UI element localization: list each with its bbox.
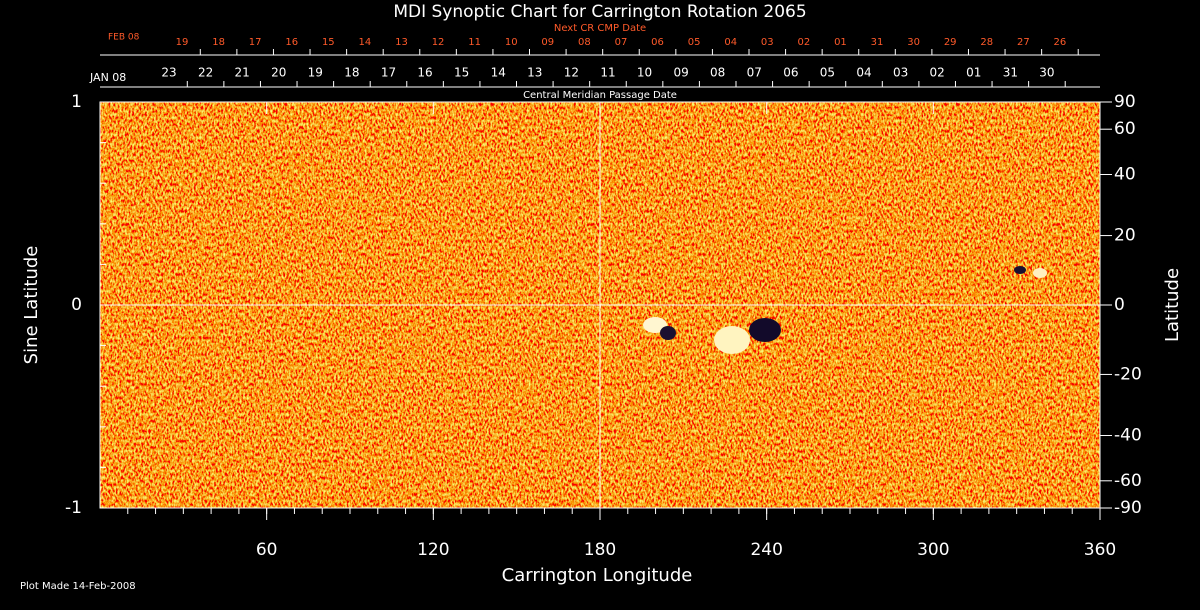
y2-tick-label: 90 <box>1114 92 1136 112</box>
active-region <box>643 317 667 333</box>
date-label: 15 <box>322 37 335 48</box>
y-axis-label: Sine Latitude <box>21 246 42 365</box>
date-label: 18 <box>212 37 225 48</box>
date-label: 04 <box>856 66 871 80</box>
y-tick-label: -1 <box>65 498 82 518</box>
y2-tick-label: 40 <box>1114 165 1136 185</box>
date-label: 27 <box>1017 37 1030 48</box>
date-label: 03 <box>893 66 908 80</box>
date-label: 19 <box>176 37 189 48</box>
date-label: 05 <box>688 37 701 48</box>
x-axis-label: Carrington Longitude <box>502 565 693 586</box>
y2-tick-label: 60 <box>1114 119 1136 139</box>
date-label: 15 <box>454 66 469 80</box>
y2-tick-label: -40 <box>1114 425 1142 445</box>
date-label: 16 <box>285 37 298 48</box>
active-region <box>1014 266 1026 274</box>
y2-tick-label: -20 <box>1114 364 1142 384</box>
date-label: 31 <box>871 37 884 48</box>
date-label: 02 <box>797 37 810 48</box>
footer-note: Plot Made 14-Feb-2008 <box>20 581 136 592</box>
chart-title: MDI Synoptic Chart for Carrington Rotati… <box>393 2 806 22</box>
y2-tick-label: -60 <box>1114 471 1142 491</box>
date-label: 06 <box>651 37 664 48</box>
date-label: 16 <box>417 66 432 80</box>
date-label: 08 <box>578 37 591 48</box>
x-tick-label: 180 <box>584 540 616 560</box>
date-label: 12 <box>564 66 579 80</box>
date-label: 08 <box>710 66 725 80</box>
date-label: 13 <box>527 66 542 80</box>
date-axis-label: Central Meridian Passage Date <box>523 90 677 101</box>
y-tick-label: 0 <box>71 295 82 315</box>
active-region <box>714 326 750 354</box>
y2-tick-label: 0 <box>1114 295 1125 315</box>
y-tick-label: 1 <box>71 92 82 112</box>
date-label: 06 <box>783 66 798 80</box>
date-label: 23 <box>161 66 176 80</box>
date-label: 04 <box>724 37 737 48</box>
date-label: 21 <box>235 66 250 80</box>
active-region <box>749 318 781 342</box>
date-label: 11 <box>600 66 615 80</box>
date-label: 03 <box>761 37 774 48</box>
date-label: 20 <box>271 66 286 80</box>
y2-tick-label: -90 <box>1114 498 1142 518</box>
date-label: 01 <box>966 66 981 80</box>
date-label: 26 <box>1054 37 1067 48</box>
date-axis-label: Next CR CMP Date <box>554 23 646 34</box>
date-label: 07 <box>747 66 762 80</box>
date-label: 17 <box>381 66 396 80</box>
date-label: 22 <box>198 66 213 80</box>
date-axis-month: JAN 08 <box>89 71 126 84</box>
y2-tick-label: 20 <box>1114 226 1136 246</box>
date-label: 05 <box>820 66 835 80</box>
active-region <box>1033 268 1047 278</box>
date-label: 09 <box>541 37 554 48</box>
date-label: 30 <box>1039 66 1054 80</box>
date-label: 30 <box>907 37 920 48</box>
date-label: 13 <box>395 37 408 48</box>
date-label: 10 <box>505 37 518 48</box>
date-label: 12 <box>432 37 445 48</box>
x-tick-label: 240 <box>750 540 782 560</box>
active-region <box>660 326 676 340</box>
x-tick-label: 300 <box>917 540 949 560</box>
date-label: 10 <box>637 66 652 80</box>
date-label: 17 <box>249 37 262 48</box>
x-tick-label: 360 <box>1084 540 1116 560</box>
date-label: 02 <box>930 66 945 80</box>
date-label: 29 <box>944 37 957 48</box>
date-label: 18 <box>344 66 359 80</box>
date-label: 14 <box>491 66 506 80</box>
x-tick-label: 120 <box>417 540 449 560</box>
date-label: 31 <box>1003 66 1018 80</box>
date-label: 28 <box>980 37 993 48</box>
x-tick-label: 60 <box>256 540 278 560</box>
date-label: 19 <box>308 66 323 80</box>
date-label: 09 <box>673 66 688 80</box>
date-label: 14 <box>359 37 372 48</box>
date-label: 07 <box>615 37 628 48</box>
date-label: 11 <box>468 37 481 48</box>
date-axis-month: FEB 08 <box>108 33 140 43</box>
date-label: 01 <box>834 37 847 48</box>
y2-axis-label: Latitude <box>1162 268 1183 342</box>
